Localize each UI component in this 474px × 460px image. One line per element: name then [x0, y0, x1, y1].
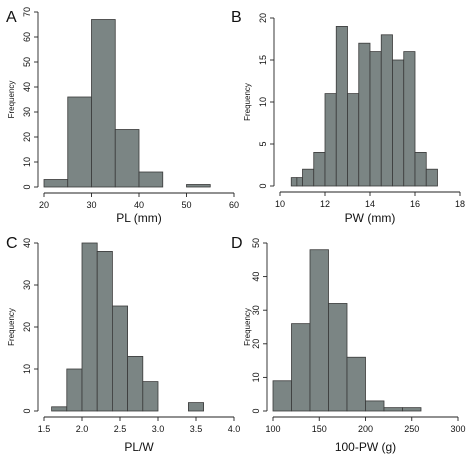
histogram-bar	[43, 179, 69, 188]
histogram-bar	[380, 34, 393, 187]
panel-letter: D	[231, 235, 243, 252]
y-tick-label: 50	[251, 238, 261, 248]
histogram-bar	[335, 25, 348, 187]
histogram-bar	[425, 168, 438, 187]
y-tick-label: 0	[22, 408, 32, 413]
histogram-bar	[186, 184, 211, 188]
y-tick-label: 15	[258, 55, 268, 65]
panel-d: D 100 150 200 250 300 0 10 20 30 40 50 100-PW (g) Fre…	[231, 235, 466, 454]
histogram-bar	[114, 129, 140, 188]
histogram-bar	[365, 400, 385, 412]
x-tick-label: 16	[410, 199, 420, 209]
histogram-bar	[296, 177, 303, 187]
x-tick-label: 3.5	[190, 424, 203, 434]
histogram-bar	[91, 19, 116, 188]
y-tick-label: 30	[251, 305, 261, 315]
y-tick-label: 40	[251, 272, 261, 282]
y-tick-label: 0	[258, 183, 268, 188]
x-tick-label: 3.0	[152, 424, 165, 434]
histogram-bar	[403, 51, 416, 187]
x-tick-label: 250	[404, 424, 419, 434]
panel-letter: B	[231, 9, 242, 26]
x-tick-label: 2.5	[114, 424, 127, 434]
histogram-bar	[51, 406, 68, 412]
histogram-bar	[81, 242, 98, 412]
y-tick-label: 20	[258, 13, 268, 23]
histogram-bar	[302, 168, 315, 187]
histogram-bar	[138, 171, 164, 188]
histogram-bar	[324, 93, 337, 187]
x-tick-label: 50	[181, 200, 191, 210]
histogram-bar	[142, 381, 159, 412]
y-tick-label: 10	[22, 157, 32, 167]
x-tick-label: 200	[358, 424, 373, 434]
histogram-bar	[112, 305, 129, 412]
panel-c: C 1.5 2.0 2.5 3.0 3.5 4.0 0 10 20 30 40 PL/W Frequenc…	[6, 235, 240, 454]
y-tick-label: 10	[22, 364, 32, 374]
y-axis-label: Frequency	[243, 308, 252, 346]
y-tick-label: 0	[22, 184, 32, 189]
y-tick-label: 0	[251, 408, 261, 413]
x-tick-label: 300	[450, 424, 465, 434]
y-tick-label: 30	[22, 107, 32, 117]
panel-letter: C	[6, 235, 18, 252]
x-axis-label: PL (mm)	[116, 211, 162, 225]
y-tick-label: 30	[22, 280, 32, 290]
histogram-bar	[383, 407, 403, 412]
y-tick-label: 20	[22, 322, 32, 332]
x-tick-label: 40	[134, 200, 144, 210]
panel-b: B 10 12 14 16 18 0 5 10 15 20 PW (mm) Frequency	[231, 9, 465, 225]
histogram-bar	[272, 380, 292, 412]
histogram-bar	[291, 323, 311, 412]
histogram-bar	[67, 96, 92, 188]
histogram-bar	[402, 407, 422, 412]
panel-letter: A	[6, 9, 17, 26]
panel-a: A 20 30 40 50 60 0 10 20 30 40 50 60 70 PL (mm) Frequen…	[6, 7, 239, 225]
x-tick-label: 2.0	[76, 424, 89, 434]
y-tick-label: 50	[22, 57, 32, 67]
y-tick-label: 60	[22, 32, 32, 42]
histogram-bar	[358, 42, 371, 187]
y-tick-label: 20	[251, 339, 261, 349]
x-tick-label: 30	[86, 200, 96, 210]
x-tick-label: 10	[275, 199, 285, 209]
x-axis-label: PW (mm)	[345, 211, 396, 225]
histogram-bar	[369, 51, 382, 187]
histogram-bar	[290, 177, 298, 187]
y-tick-label: 20	[22, 132, 32, 142]
y-tick-label: 10	[258, 97, 268, 107]
histogram-bar	[66, 368, 83, 412]
histogram-bar	[328, 303, 348, 412]
y-tick-label: 5	[258, 141, 268, 146]
x-tick-label: 14	[365, 199, 375, 209]
x-tick-label: 150	[312, 424, 327, 434]
y-tick-label: 70	[22, 7, 32, 17]
histogram-bar	[347, 93, 360, 187]
x-axis-label: PL/W	[124, 440, 154, 454]
y-axis-label: Frequency	[7, 308, 16, 346]
y-tick-label: 40	[22, 82, 32, 92]
x-tick-label: 1.5	[38, 424, 51, 434]
histogram-bar	[187, 402, 204, 412]
histogram-bar	[346, 356, 366, 412]
y-axis-label: Frequency	[243, 83, 252, 121]
x-tick-label: 100	[265, 424, 280, 434]
x-tick-label: 18	[455, 199, 465, 209]
histogram-bar	[127, 355, 144, 412]
x-tick-label: 20	[39, 200, 49, 210]
histogram-bar	[96, 250, 113, 412]
histogram-bar	[313, 151, 326, 187]
y-tick-label: 40	[22, 238, 32, 248]
histogram-bar	[392, 59, 405, 187]
y-axis-label: Frequency	[7, 81, 16, 119]
x-tick-label: 4.0	[228, 424, 241, 434]
x-axis-label: 100-PW (g)	[335, 440, 396, 454]
histogram-bar	[414, 151, 427, 187]
x-tick-label: 12	[320, 199, 330, 209]
histogram-bar	[309, 249, 329, 412]
x-tick-label: 60	[229, 200, 239, 210]
y-tick-label: 10	[251, 372, 261, 382]
